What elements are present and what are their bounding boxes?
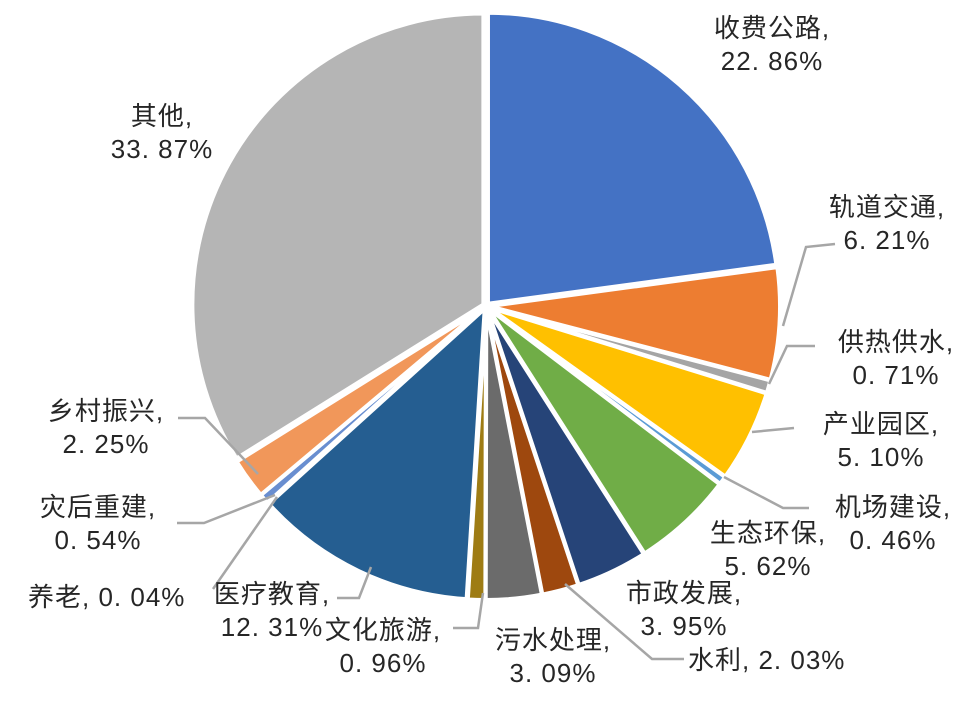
leader-line-healthcare-education	[337, 566, 373, 600]
leader-line-airport-construction	[723, 475, 809, 510]
leader-line-water-conservancy	[564, 583, 684, 661]
pie-slice-rural-revitalization	[234, 305, 486, 497]
leader-line-rural-revitalization	[178, 416, 259, 475]
pie-slice-toll-road	[485, 10, 779, 306]
leader-line-post-disaster-reconstruction	[177, 493, 276, 525]
leader-line-elderly-care	[211, 496, 279, 590]
leader-line-heating-water-supply	[767, 344, 815, 385]
pie-slice-others	[190, 11, 486, 461]
leader-line-rail-transit	[781, 242, 836, 327]
leader-line-industrial-park	[751, 426, 795, 434]
pie-slice-healthcare-education	[266, 306, 487, 602]
leader-line-culture-tourism	[453, 592, 485, 630]
